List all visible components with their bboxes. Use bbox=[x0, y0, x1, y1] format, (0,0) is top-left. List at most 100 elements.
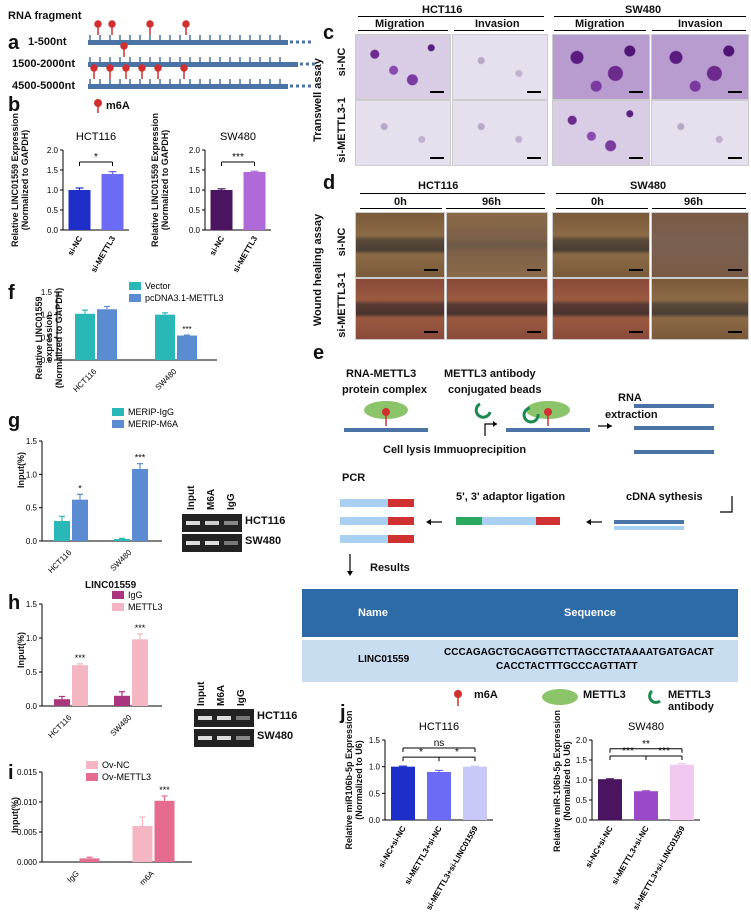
legend-swatch bbox=[112, 603, 124, 611]
panel-label-i: i bbox=[8, 762, 14, 784]
legend-label: IgG bbox=[128, 590, 143, 600]
g-gel-input: Input bbox=[186, 485, 197, 510]
h-gel-sw bbox=[194, 729, 254, 747]
e-ligation: 5', 3' adaptor ligation bbox=[456, 491, 566, 503]
chart-title: HCT116 bbox=[76, 131, 116, 143]
panel-j-charts: 0.00.51.01.5HCT116si-NC+si-NCsi-METTL3+s… bbox=[369, 721, 700, 912]
h-gel-hct bbox=[194, 709, 254, 727]
legend-mettl3-antibody: METTL3 antibody bbox=[668, 689, 714, 713]
y-tick-label: 1.0 bbox=[576, 776, 588, 785]
bar bbox=[670, 764, 694, 820]
h-gel-igg: IgG bbox=[236, 689, 247, 706]
j-ylabel-1: Relative miR106b-5p Expression (Normalize… bbox=[344, 710, 364, 850]
d-hct-title: HCT116 bbox=[418, 180, 459, 192]
sig-label: *** bbox=[182, 325, 191, 334]
g-gel-igg: IgG bbox=[226, 493, 237, 510]
legend-swatch bbox=[129, 282, 141, 290]
panel-i-chart: 0.000 0.005 0.010 0.015 IgG m6A Ov-NC Ov-METTL3… bbox=[17, 760, 192, 887]
y-tick-label: 0.5 bbox=[26, 668, 38, 677]
m6a-pins bbox=[90, 20, 190, 79]
bar bbox=[391, 766, 415, 820]
panel-label-g: g bbox=[8, 410, 21, 432]
legend-label: pcDNA3.1-METTL3 bbox=[145, 293, 224, 303]
d-t96-1: 96h bbox=[482, 196, 501, 208]
x-tick-label: si-METTL3 bbox=[231, 234, 259, 274]
y-tick-label: 0.0 bbox=[576, 816, 588, 825]
sig-label: *** bbox=[232, 152, 244, 163]
wound-hct-0h-simettl3 bbox=[355, 278, 445, 340]
bar bbox=[97, 309, 117, 360]
y-tick-label: 0.5 bbox=[47, 206, 59, 215]
d-t0-2: 0h bbox=[591, 196, 604, 208]
y-tick-label: 0.5 bbox=[26, 504, 38, 513]
chart-i: 0.000 0.005 0.010 0.015 IgG m6A Ov-NC Ov-METTL3… bbox=[17, 760, 192, 887]
wound-sw-96h-sinc bbox=[651, 212, 749, 278]
wound-sw-0h-simettl3 bbox=[552, 278, 650, 340]
chart-j1: 0.0 0.5 1.0 1.5 HCT116 si-NC+si-NCsi-METTL3+s… bbox=[369, 721, 493, 912]
e-pcr: PCR bbox=[342, 472, 366, 484]
legend-label: Ov-METTL3 bbox=[102, 772, 151, 782]
bar bbox=[463, 766, 487, 820]
bar bbox=[427, 772, 451, 820]
x-tick-label: IgG bbox=[65, 869, 80, 884]
bar bbox=[68, 190, 91, 230]
g-gel-m6a: M6A bbox=[206, 488, 217, 510]
y-tick-label: 1.0 bbox=[26, 634, 38, 643]
sig-label: ns bbox=[434, 738, 445, 749]
legend-swatch bbox=[86, 761, 98, 769]
x-tick-label: HCT116 bbox=[46, 548, 73, 575]
legend-label: Vector bbox=[145, 281, 171, 291]
legend-label: Ov-NC bbox=[102, 760, 130, 770]
c-hct-title: HCT116 bbox=[422, 4, 463, 16]
chart-b1: 0.0 0.5 1.0 1.5 2.0 HCT116 si-NC si-METTL3 * bbox=[47, 131, 129, 274]
seq-table-row: LINC01559 CCCAGAGCTGCAGGTTCTTAGCCTATAAAA… bbox=[302, 640, 738, 682]
d-t0-1: 0h bbox=[394, 196, 407, 208]
i-ylabel: Input(%) bbox=[10, 797, 20, 833]
y-tick-label: 1.0 bbox=[189, 186, 201, 195]
sig-label: *** bbox=[658, 746, 670, 757]
wound-sw-0h-sinc bbox=[552, 212, 650, 278]
legend-swatch bbox=[86, 773, 98, 781]
fragment-row-3 bbox=[88, 84, 288, 89]
bar bbox=[54, 699, 70, 706]
bar bbox=[72, 499, 88, 541]
panel-label-j: j bbox=[340, 702, 346, 724]
y-tick-label: 1.5 bbox=[41, 288, 53, 297]
g-ylabel: Input(%) bbox=[16, 452, 26, 488]
d-sw-title: SW480 bbox=[630, 180, 667, 192]
e-complex-2: protein complex bbox=[342, 384, 427, 396]
legend-swatch bbox=[112, 420, 124, 428]
y-tick-label: 0.5 bbox=[576, 796, 588, 805]
y-tick-label: 0.0 bbox=[189, 226, 201, 235]
bar bbox=[101, 174, 124, 230]
c-assay-label: Transwell assay bbox=[312, 58, 324, 142]
h-gel-hct-label: HCT116 bbox=[257, 710, 298, 722]
x-tick-label: HCT116 bbox=[46, 713, 73, 740]
h-gel-sw-label: SW480 bbox=[257, 730, 294, 742]
h-gel-m6a: M6A bbox=[216, 684, 227, 706]
bar bbox=[72, 665, 88, 706]
g-gel-hct bbox=[182, 514, 242, 532]
b-ylabel-2: Relative LINC01559 Expression (Normalized… bbox=[150, 112, 170, 248]
chart-j2: 0.0 0.5 1.0 1.5 2.0 SW480 si-NC+si-NCsi-METTL3… bbox=[576, 721, 700, 912]
y-tick-label: 0.5 bbox=[369, 789, 381, 798]
sig-label: *** bbox=[159, 785, 170, 795]
g-gel-hct-label: HCT116 bbox=[245, 515, 286, 527]
transwell-sw-mig-simettl3 bbox=[552, 100, 650, 166]
d-row1-label: si-NC bbox=[336, 227, 348, 257]
y-tick-label: 0.0 bbox=[47, 226, 59, 235]
y-tick-label: 0.0 bbox=[26, 537, 38, 546]
y-tick-label: 0.015 bbox=[17, 768, 38, 777]
e-workflow-diagram bbox=[340, 401, 733, 576]
seq-row-name: LINC01559 bbox=[358, 654, 410, 665]
y-tick-label: 1.0 bbox=[369, 763, 381, 772]
x-tick-label: HCT116 bbox=[71, 367, 98, 394]
wound-hct-0h-sinc bbox=[355, 212, 445, 278]
x-tick-label: m6A bbox=[138, 869, 156, 887]
fragment-label-1: 1-500nt bbox=[28, 36, 67, 48]
h-gel-input: Input bbox=[196, 681, 207, 706]
chart-f: 0.0 0.5 1.0 1.5 HCT116 SW480 Vector pcDNA3.1-ME… bbox=[41, 281, 224, 394]
g-gel-sw bbox=[182, 534, 242, 552]
c-invasion-2: Invasion bbox=[678, 18, 723, 30]
bar bbox=[114, 695, 130, 706]
